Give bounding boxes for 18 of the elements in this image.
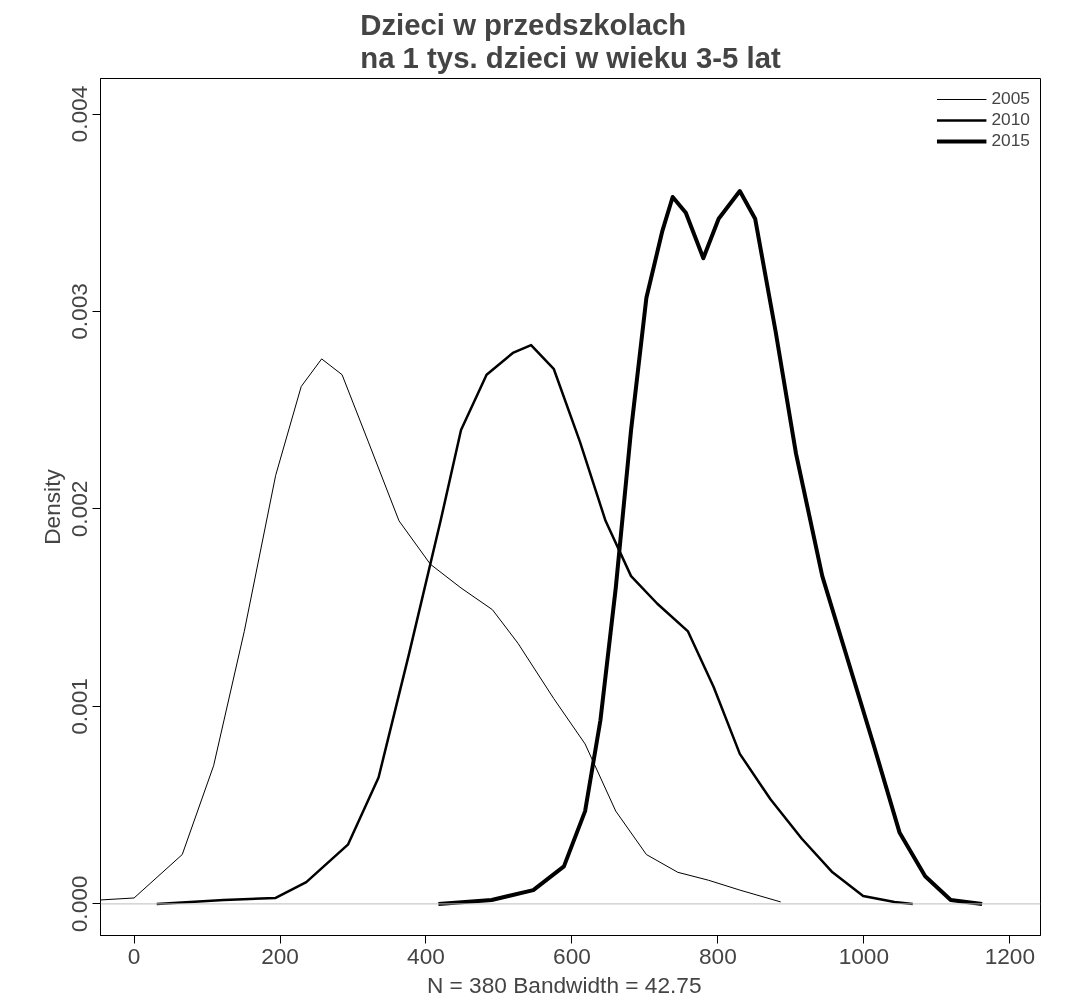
y-tick-label: 0.003 <box>66 283 93 340</box>
y-tick-label: 0.002 <box>66 480 93 538</box>
x-tick-label: 200 <box>261 942 299 969</box>
legend-label: 2005 <box>991 88 1030 109</box>
x-tick-label: 800 <box>699 942 737 969</box>
y-tick-label: 0.004 <box>66 85 93 143</box>
legend-label: 2015 <box>991 130 1030 151</box>
chart-title: Dzieci w przedszkolach na 1 tys. dzieci w wieku 3-5 lat <box>360 7 781 74</box>
x-tick-label: 1200 <box>984 942 1036 969</box>
y-axis-title: Density <box>38 468 65 545</box>
legend-label: 2010 <box>991 109 1030 130</box>
y-tick-label: 0.000 <box>66 875 93 933</box>
x-tick-label: 400 <box>407 942 445 969</box>
x-tick-label: 600 <box>553 942 591 969</box>
y-tick-label: 0.001 <box>66 678 93 735</box>
x-axis-title: N = 380 Bandwidth = 42.75 <box>426 971 702 998</box>
x-tick-label: 1000 <box>838 942 890 969</box>
x-tick-label: 0 <box>127 942 141 969</box>
